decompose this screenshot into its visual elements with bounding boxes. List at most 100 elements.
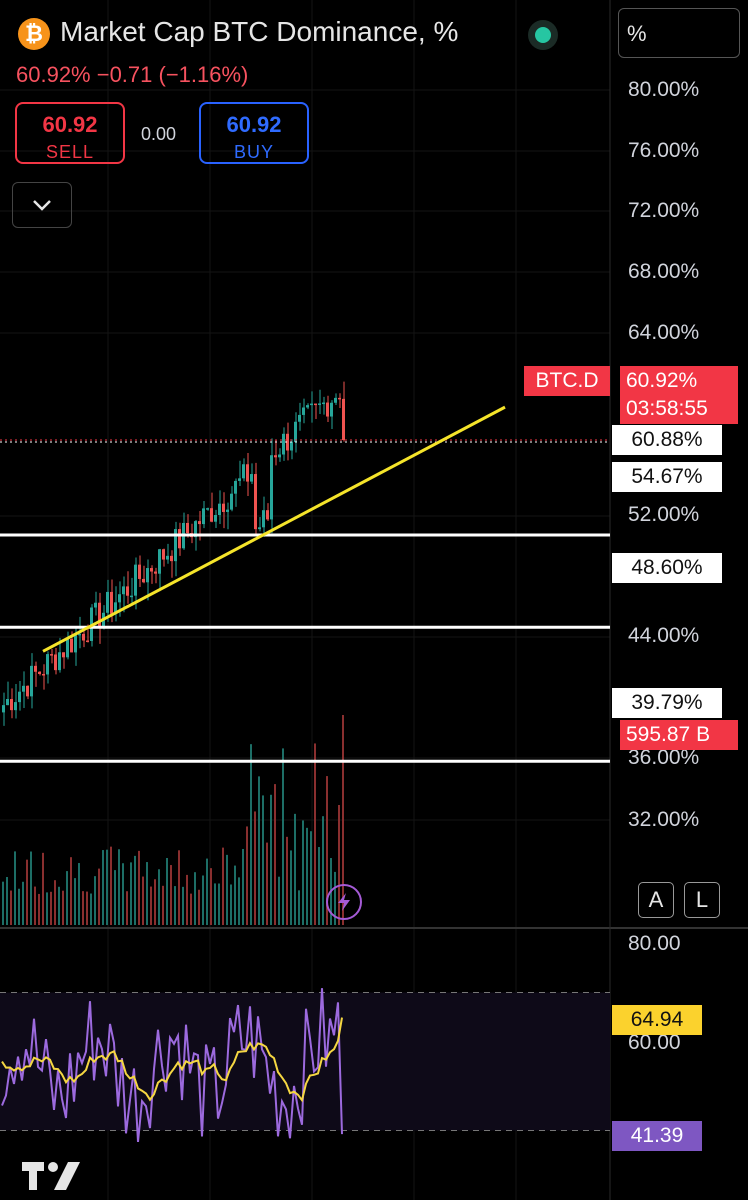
sell-button[interactable]: 60.92 SELL [15, 102, 125, 164]
candle-body [206, 508, 209, 510]
symbol-title[interactable]: Market Cap BTC Dominance, % [60, 16, 459, 47]
volume-bar [270, 794, 272, 925]
level-tag[interactable]: 48.60% [612, 553, 722, 583]
volume-bar [274, 784, 276, 925]
lightning-icon[interactable] [326, 884, 362, 920]
volume-bar [30, 851, 32, 925]
level-tag[interactable]: 54.67% [612, 462, 722, 492]
candle-body [162, 549, 165, 560]
candle-body [318, 403, 321, 405]
candle-body [62, 652, 65, 658]
axis-label: 52.00% [628, 503, 700, 526]
axis-label: 64.00% [628, 321, 700, 344]
volume-bar [278, 876, 280, 925]
candle-body [134, 564, 137, 596]
volume-bar [38, 893, 40, 925]
rsi-ma-line [1, 1017, 343, 1103]
candle-body [282, 433, 285, 455]
volume-bar [218, 883, 220, 925]
candle-body [6, 699, 9, 706]
candle-body [202, 508, 205, 525]
volume-bar [318, 847, 320, 925]
collapse-button[interactable] [12, 182, 72, 228]
candle-body [342, 398, 345, 441]
bitcoin-icon: ₿ [18, 18, 50, 50]
volume-bar [178, 850, 180, 925]
candle-body [122, 586, 125, 595]
log-scale-button[interactable]: L [684, 882, 720, 918]
candle-body [194, 521, 197, 538]
volume-bar [66, 871, 68, 925]
candle-body [234, 480, 237, 494]
candle-body [294, 421, 297, 443]
rsi-line [1, 988, 343, 1143]
horizontal-levels[interactable] [0, 439, 610, 763]
candle-body [262, 510, 265, 528]
candle-body [22, 685, 25, 692]
candle-body [26, 685, 29, 697]
level-tag[interactable]: 39.79% [612, 688, 722, 718]
volume-bar [82, 891, 84, 925]
axis-label: 32.00% [628, 808, 700, 831]
candle-body [166, 555, 169, 560]
candle-body [214, 515, 217, 522]
candle-body [266, 510, 269, 520]
spread-value: 0.00 [141, 124, 177, 144]
volume-bar [54, 880, 56, 925]
volume-bar [22, 881, 24, 925]
candle-body [242, 464, 245, 479]
current-price-tag: 60.92% 03:58:55 [620, 366, 738, 424]
volume-bar [150, 886, 152, 925]
sell-price: 60.92 [42, 112, 98, 137]
candle-body [142, 578, 145, 583]
volume-bar [326, 776, 328, 925]
candle-body [30, 665, 33, 697]
volume-bar [94, 876, 96, 925]
candle-body [126, 586, 129, 596]
candle-body [226, 509, 229, 512]
volume-bar [170, 865, 172, 925]
volume-bar [254, 811, 256, 925]
level-tag[interactable]: 60.88% [612, 425, 722, 455]
auto-scale-button[interactable]: A [638, 882, 674, 918]
volume-bar [154, 879, 156, 925]
volume-bar [126, 891, 128, 925]
volume-bar [234, 865, 236, 925]
candle-body [210, 508, 213, 522]
volume-bar [206, 858, 208, 925]
volume-bar [298, 890, 300, 925]
candle-body [74, 635, 77, 653]
scale-button[interactable]: % [618, 8, 740, 58]
candle-body [110, 591, 113, 614]
volume-bar [86, 891, 88, 925]
candlesticks [2, 381, 345, 726]
volume-bar [102, 850, 104, 925]
volume-bar [18, 888, 20, 925]
candle-body [130, 595, 133, 598]
axis-label: 76.00% [628, 139, 700, 162]
volume-bar [222, 847, 224, 925]
volume-bar [50, 891, 52, 925]
rsi-axis-label: 80.00 [628, 932, 681, 955]
candle-body [270, 455, 273, 520]
trendline[interactable] [42, 405, 506, 653]
volume-bar [138, 850, 140, 925]
candle-body [310, 403, 313, 406]
volume-bar [262, 795, 264, 925]
sell-label: SELL [45, 142, 95, 162]
volume-bar [282, 748, 284, 925]
rsi-value-tag: 41.39 [612, 1121, 702, 1151]
volume-bar [246, 826, 248, 925]
candle-body [178, 529, 181, 549]
volume-bar [14, 851, 16, 925]
trendline-line [42, 405, 506, 653]
price-change: 60.92% −0.71 (−1.16%) [16, 62, 249, 87]
candle-body [158, 549, 161, 574]
buy-button[interactable]: 60.92 BUY [199, 102, 309, 164]
candle-body [222, 503, 225, 512]
volume-bar [106, 849, 108, 925]
candle-body [154, 571, 157, 574]
candle-body [286, 433, 289, 451]
candle-body [14, 702, 17, 711]
